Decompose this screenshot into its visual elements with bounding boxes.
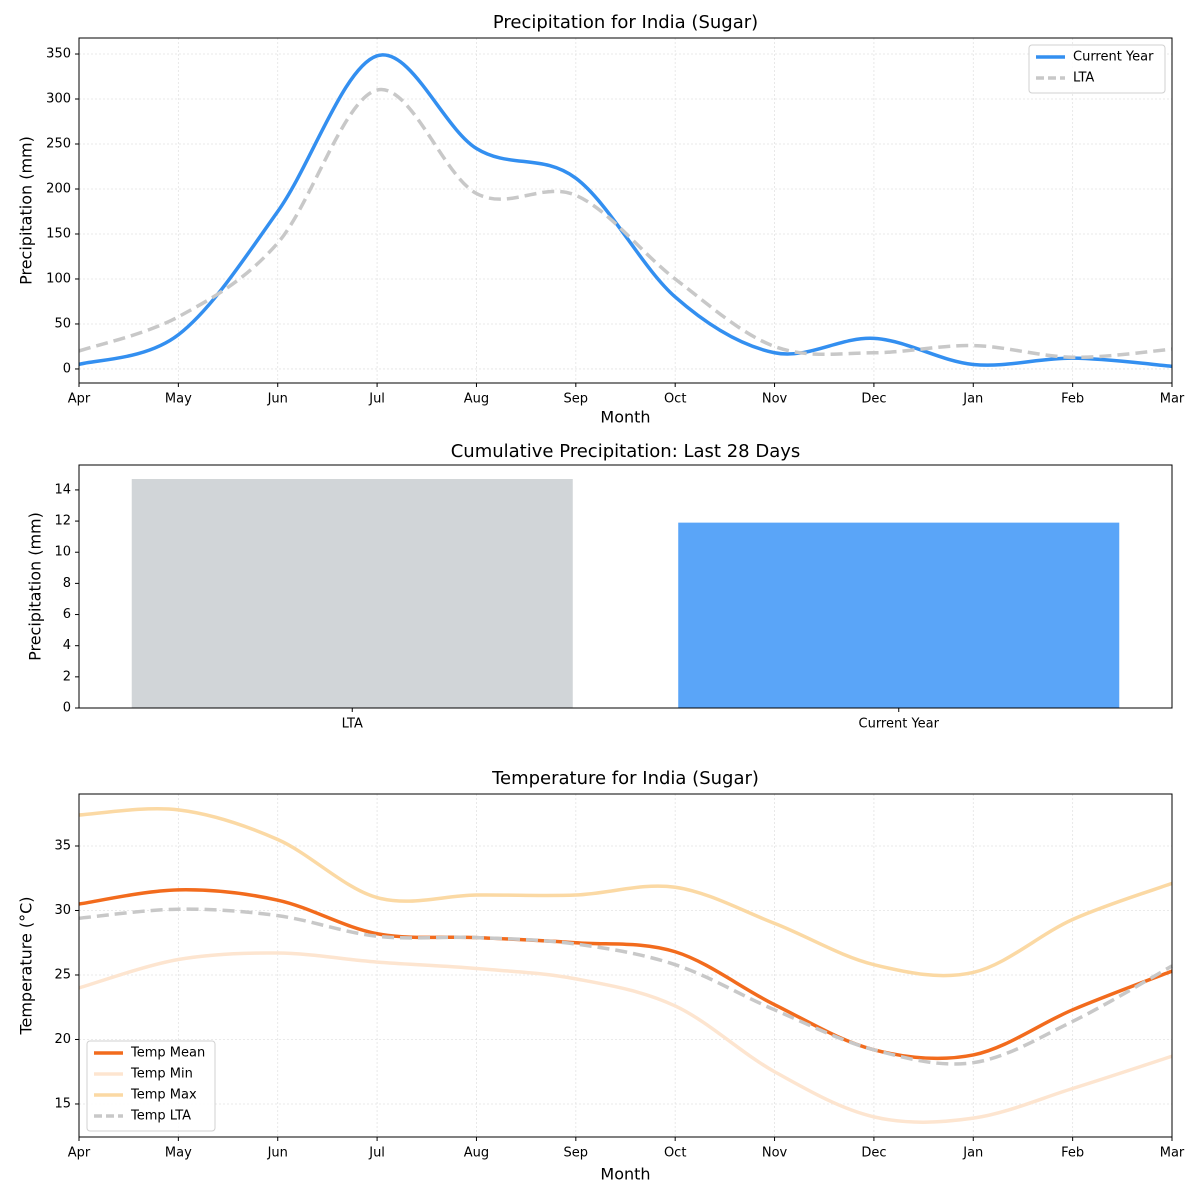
axes-frame: [78, 37, 1173, 384]
y-tick-label: 12: [54, 514, 71, 529]
legend-box: [86, 1040, 216, 1132]
x-tick-label: Aug: [464, 1146, 489, 1161]
y-tick-label: 6: [63, 607, 71, 622]
x-tick-label: Feb: [1061, 392, 1084, 407]
chart-title: Temperature for India (Sugar): [491, 768, 759, 789]
x-tick-label: Jul: [368, 1146, 385, 1161]
legend-label: Temp Max: [130, 1088, 197, 1103]
y-axis-label: Temperature (°C): [17, 896, 36, 1035]
x-tick-label: Apr: [68, 392, 91, 407]
x-tick-label: Current Year: [859, 717, 940, 732]
chart-title: Cumulative Precipitation: Last 28 Days: [451, 441, 801, 462]
y-tick-label: 0: [63, 361, 71, 376]
x-tick-label: Jun: [267, 1146, 288, 1161]
legend: Temp Mean Temp Min Temp Max Temp LTA: [86, 1040, 216, 1132]
y-tick-label: 25: [54, 967, 71, 982]
y-tick-label: 4: [63, 638, 71, 653]
x-tick-label: Mar: [1160, 1146, 1185, 1161]
bar: [131, 479, 573, 708]
y-tick-label: 0: [63, 701, 71, 716]
x-axis-label: Month: [600, 408, 650, 427]
y-tick-label: 50: [54, 316, 71, 331]
legend-label: Temp Mean: [130, 1046, 205, 1061]
x-tick-label: May: [165, 1146, 192, 1161]
legend-label: Temp LTA: [130, 1109, 191, 1124]
legend-label: LTA: [1073, 71, 1094, 86]
y-tick-label: 20: [54, 1032, 71, 1047]
x-tick-label: LTA: [342, 717, 363, 732]
y-tick-label: 150: [46, 226, 71, 241]
x-tick-label: Sep: [564, 1146, 589, 1161]
series-line: [78, 907, 1173, 1066]
axes-frame: [78, 464, 1173, 709]
x-tick-label: Sep: [564, 392, 589, 407]
y-tick-label: 350: [46, 47, 71, 62]
x-tick-label: Mar: [1160, 392, 1185, 407]
x-tick-label: Dec: [861, 392, 886, 407]
bar: [678, 522, 1120, 708]
x-tick-label: Oct: [664, 1146, 686, 1161]
y-tick-label: 250: [46, 137, 71, 152]
x-tick-label: Jan: [962, 392, 983, 407]
legend-label: Temp Min: [130, 1067, 193, 1082]
legend: Current Year LTA: [1028, 44, 1166, 94]
x-tick-label: Jul: [368, 392, 385, 407]
y-tick-label: 15: [54, 1096, 71, 1111]
y-tick-label: 2: [63, 669, 71, 684]
x-tick-label: Dec: [861, 1146, 886, 1161]
axes-frame: [78, 793, 1173, 1138]
y-tick-label: 10: [54, 545, 71, 560]
y-tick-label: 35: [54, 838, 71, 853]
x-tick-label: Nov: [762, 392, 788, 407]
y-tick-label: 8: [63, 576, 71, 591]
x-axis-label: Month: [600, 1165, 650, 1184]
y-tick-label: 100: [46, 271, 71, 286]
x-tick-label: Feb: [1061, 1146, 1084, 1161]
y-tick-label: 14: [54, 482, 71, 497]
x-tick-label: Oct: [664, 392, 686, 407]
series-line: [78, 87, 1173, 360]
series-line: [78, 807, 1173, 978]
x-tick-label: Jun: [267, 392, 288, 407]
series-line: [78, 888, 1173, 1061]
series-line: [78, 951, 1173, 1124]
y-axis-label: Precipitation (mm): [17, 136, 36, 285]
chart-title: Precipitation for India (Sugar): [493, 12, 758, 33]
y-tick-label: 300: [46, 92, 71, 107]
legend-label: Current Year: [1073, 50, 1154, 65]
x-tick-label: Jan: [962, 1146, 983, 1161]
x-tick-label: Aug: [464, 392, 489, 407]
x-tick-label: Nov: [762, 1146, 788, 1161]
x-tick-label: Apr: [68, 1146, 91, 1161]
x-tick-label: May: [165, 392, 192, 407]
y-tick-label: 200: [46, 181, 71, 196]
y-axis-label: Precipitation (mm): [26, 512, 45, 661]
series-line: [78, 53, 1173, 369]
y-tick-label: 30: [54, 903, 71, 918]
